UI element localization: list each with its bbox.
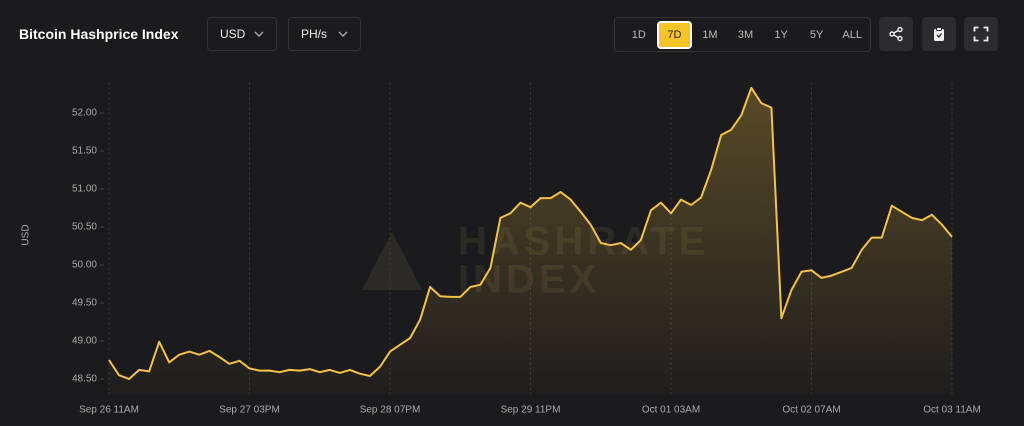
range-button[interactable]: 3M — [737, 28, 754, 41]
y-tick-label: 50.50 — [72, 222, 97, 233]
y-tick-label: 48.50 — [72, 374, 97, 385]
y-tick-label: 49.50 — [72, 298, 97, 309]
fullscreen-button[interactable] — [964, 17, 998, 51]
x-tick-label: Oct 01 03AM — [642, 405, 700, 416]
currency-select[interactable]: USD — [207, 17, 277, 51]
fullscreen-icon — [973, 26, 989, 42]
y-axis-label: USD — [21, 224, 32, 245]
x-tick-label: Sep 28 07PM — [360, 405, 421, 416]
y-tick-label: 51.50 — [72, 146, 97, 157]
y-tick-label: 51.00 — [72, 184, 97, 195]
x-tick-label: Oct 03 11AM — [923, 405, 981, 416]
range-button[interactable]: 7D — [656, 20, 693, 49]
unit-select[interactable]: PH/s — [288, 17, 361, 51]
range-button[interactable]: 1M — [702, 28, 718, 41]
share-button[interactable] — [879, 17, 913, 51]
range-button[interactable]: 5Y — [809, 28, 824, 41]
range-group: 1D 7D 1M 3M 1Y 5Y ALL — [614, 17, 871, 52]
chevron — [338, 31, 348, 37]
clipboard-icon — [934, 27, 944, 41]
x-tick-label: Sep 29 11PM — [501, 405, 561, 416]
x-tick-label: Sep 27 03PM — [219, 405, 280, 416]
unit-value: PH/s — [301, 27, 328, 41]
chevron — [254, 31, 264, 37]
range-button[interactable]: 1D — [631, 28, 646, 41]
y-tick-label: 52.00 — [72, 108, 97, 119]
y-tick-label: 49.00 — [72, 336, 97, 347]
x-tick-label: Sep 26 11AM — [79, 405, 139, 416]
y-tick-label: 50.00 — [72, 260, 97, 271]
area — [109, 87, 952, 395]
x-tick-label: Oct 02 07AM — [782, 405, 840, 416]
line — [108, 86, 953, 380]
copy-button[interactable] — [922, 17, 956, 51]
watermark-logo — [362, 232, 422, 290]
chart-title: Bitcoin Hashprice Index — [19, 26, 179, 42]
range-button[interactable]: ALL — [842, 28, 862, 41]
range-button[interactable]: 1Y — [774, 28, 788, 41]
currency-value: USD — [220, 27, 246, 41]
share-icon — [889, 26, 903, 42]
